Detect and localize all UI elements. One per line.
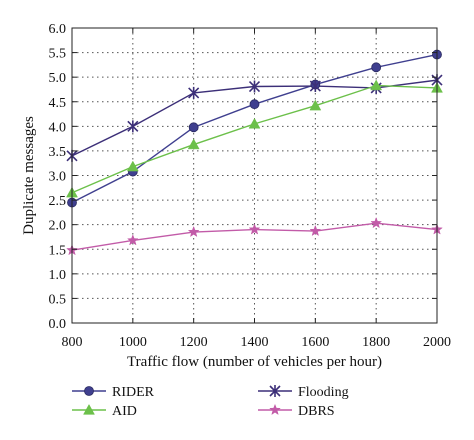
data-point-aid <box>187 138 200 150</box>
x-tick-label: 800 <box>62 335 83 350</box>
y-tick-label: 0.5 <box>49 292 67 307</box>
y-tick-label: 5.5 <box>49 47 67 62</box>
x-tick-label: 1400 <box>241 335 269 350</box>
y-tick-label: 6.0 <box>49 22 67 37</box>
data-point-flooding <box>309 80 321 93</box>
y-tick-label: 3.0 <box>49 170 67 185</box>
x-tick-label: 1800 <box>362 335 390 350</box>
y-tick-label: 2.0 <box>49 219 67 234</box>
legend-marker-dbrs <box>269 403 281 416</box>
y-tick-label: 5.0 <box>49 71 67 86</box>
data-point-dbrs <box>126 234 139 246</box>
data-point-dbrs <box>309 224 322 237</box>
legend-label-rider: RIDER <box>112 385 155 400</box>
y-tick-label: 2.5 <box>49 194 67 209</box>
data-point-rider <box>249 99 260 110</box>
x-tick-label: 1200 <box>180 335 208 350</box>
y-tick-label: 1.0 <box>49 268 67 283</box>
y-tick-label: 4.0 <box>49 120 67 135</box>
data-point-dbrs <box>370 216 383 229</box>
legend-label-aid: AID <box>112 404 137 419</box>
y-axis-label: Duplicate messages <box>21 116 37 235</box>
legend-marker-aid <box>83 403 95 415</box>
legend-item-dbrs: DBRS <box>258 403 335 419</box>
axis-ticks: 0.0 0.5 1.0 1.5 2.0 2.5 3.0 3.5 4.0 4.5 5.0 5.5 6.0 8… <box>49 22 452 350</box>
data-point-flooding <box>248 80 261 93</box>
data-point-dbrs <box>187 225 200 238</box>
y-tick-label: 3.5 <box>49 145 67 160</box>
data-point-flooding <box>127 120 139 133</box>
data-point-rider <box>188 122 199 133</box>
x-tick-label: 2000 <box>423 335 451 350</box>
legend-marker-rider <box>84 386 94 396</box>
y-tick-label: 4.5 <box>49 96 67 111</box>
data-point-aid <box>309 99 322 111</box>
legend-item-aid: AID <box>72 403 137 419</box>
data-point-aid <box>248 117 261 129</box>
legend-marker-flooding <box>269 385 281 397</box>
legend-label-dbrs: DBRS <box>298 404 335 419</box>
y-tick-label: 1.5 <box>49 243 67 258</box>
legend-label-flooding: Flooding <box>298 385 349 400</box>
data-point-flooding <box>188 86 200 99</box>
legend-item-flooding: Flooding <box>258 385 349 400</box>
x-tick-label: 1000 <box>119 335 147 350</box>
x-axis-label: Traffic flow (number of vehicles per hou… <box>127 354 382 370</box>
data-point-aid <box>370 79 383 91</box>
data-point-rider <box>371 62 382 73</box>
x-tick-label: 1600 <box>301 335 329 350</box>
data-point-aid <box>126 160 139 172</box>
grid-lines <box>72 28 437 323</box>
legend: RIDER Flooding AID DBRS <box>72 385 349 419</box>
y-tick-label: 0.0 <box>49 317 67 332</box>
data-point-dbrs <box>248 223 261 235</box>
legend-item-rider: RIDER <box>72 385 155 400</box>
series-markers <box>66 49 443 256</box>
